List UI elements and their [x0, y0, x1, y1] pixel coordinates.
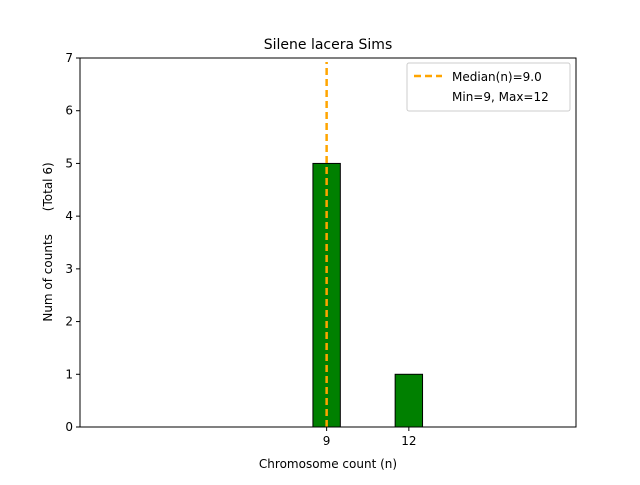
- x-axis-label: Chromosome count (n): [259, 457, 397, 471]
- x-tick-label-9: 9: [323, 434, 331, 448]
- plot-area-frame: [79, 57, 577, 428]
- y-tick-label-7: 7: [65, 51, 73, 65]
- y-tick-label-6: 6: [65, 104, 73, 118]
- x-axis-ticks: 9 12: [323, 427, 416, 448]
- legend-range-label: Min=9, Max=12: [452, 90, 549, 104]
- chart-title: Silene lacera Sims: [264, 37, 393, 53]
- legend-median-label: Median(n)=9.0: [452, 70, 542, 84]
- legend: Median(n)=9.0 Min=9, Max=12: [406, 62, 571, 112]
- y-tick-label-1: 1: [65, 367, 73, 381]
- y-tick-label-5: 5: [65, 156, 73, 170]
- legend-box: [406, 62, 571, 112]
- y-tick-label-4: 4: [65, 209, 73, 223]
- bars-layer: [80, 162, 508, 428]
- y-tick-label-2: 2: [65, 315, 73, 329]
- y-tick-label-0: 0: [65, 420, 73, 434]
- y-axis-label: Num of counts (Total 6): [41, 162, 55, 321]
- bar-12: [394, 373, 424, 428]
- y-tick-label-3: 3: [65, 262, 73, 276]
- x-tick-label-12: 12: [401, 434, 416, 448]
- y-axis-ticks: 0 1 2 3 4 5 6 7: [65, 51, 80, 434]
